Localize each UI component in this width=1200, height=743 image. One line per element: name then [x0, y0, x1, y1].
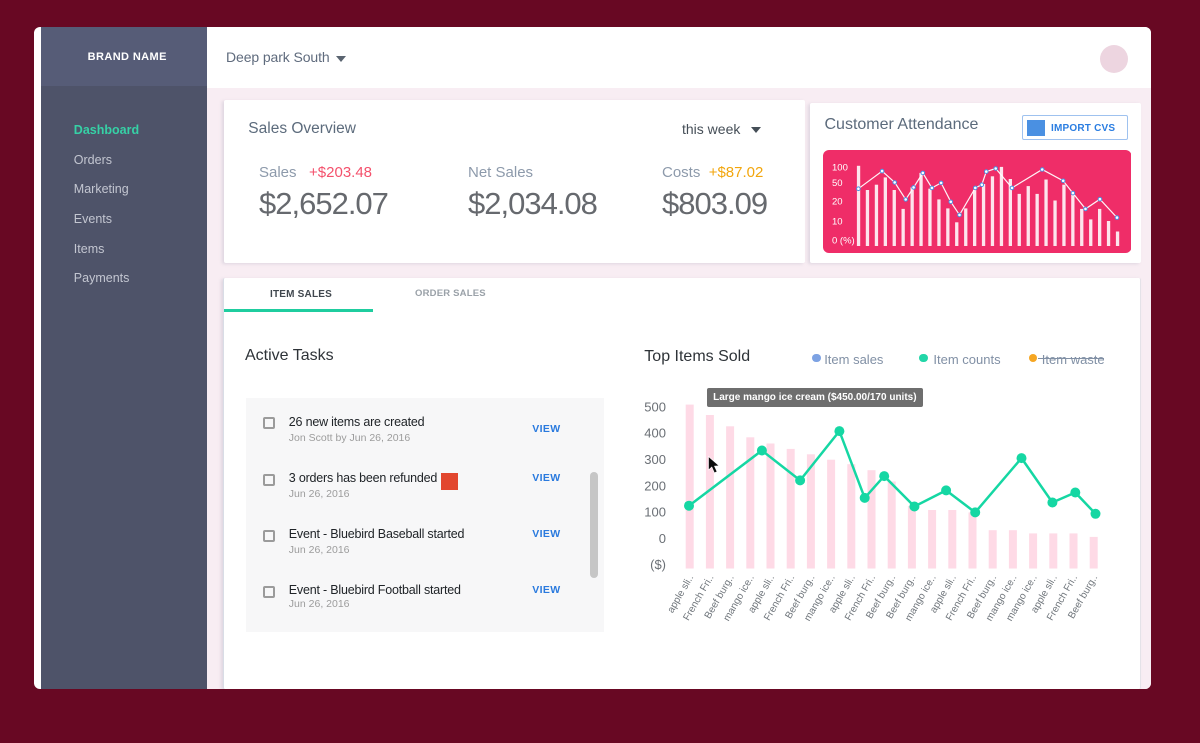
svg-text:100: 100 — [832, 163, 848, 174]
svg-text:400: 400 — [644, 426, 666, 441]
svg-text:20: 20 — [832, 197, 843, 208]
svg-text:200: 200 — [644, 479, 666, 494]
svg-text:10: 10 — [832, 217, 843, 228]
svg-text:100: 100 — [644, 505, 666, 520]
svg-text:500: 500 — [644, 400, 666, 415]
svg-text:300: 300 — [644, 452, 666, 467]
svg-text:0: 0 — [659, 531, 666, 546]
svg-text:0 (%): 0 (%) — [832, 236, 855, 247]
svg-text:50: 50 — [832, 178, 843, 189]
svg-text:($): ($) — [650, 557, 666, 572]
